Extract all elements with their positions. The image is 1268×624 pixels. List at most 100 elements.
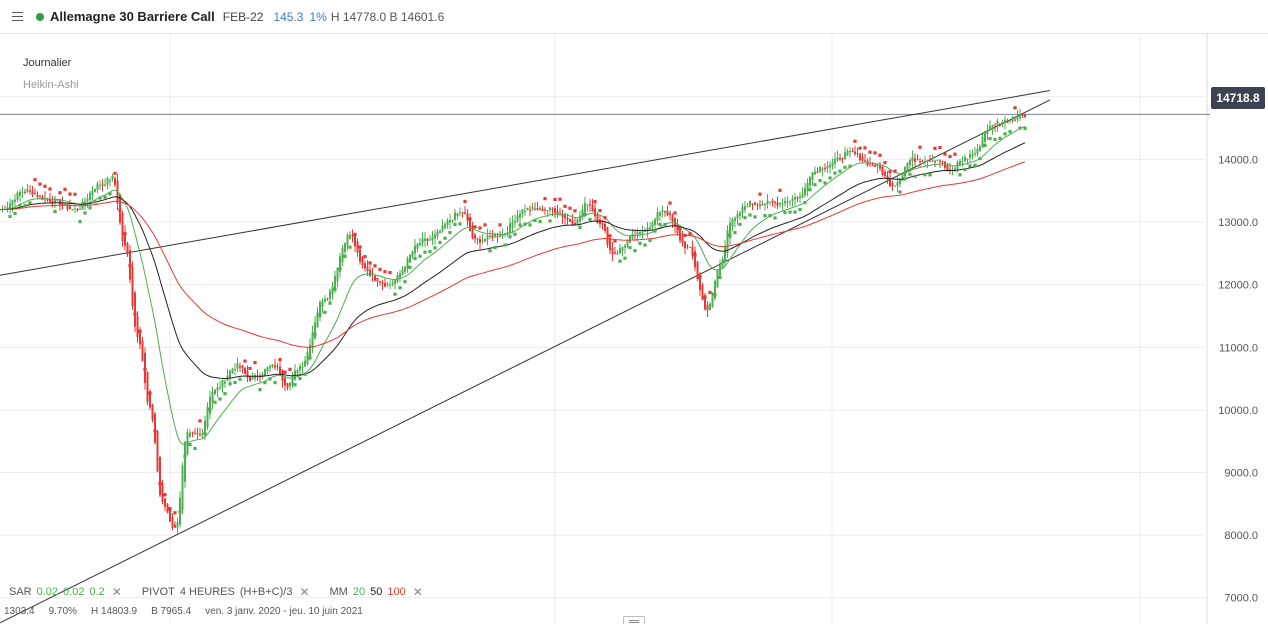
candle-body [121,213,124,242]
chart-period[interactable]: Journalier [23,57,72,69]
candle-body [859,153,861,161]
sar-label[interactable]: SAR [9,586,32,598]
candle-body [899,179,901,184]
candle-body [304,360,306,367]
sar-dot [598,209,602,213]
sar-dot [433,246,437,250]
candle-body [696,261,699,280]
sar-dot [573,209,577,213]
sar-dot [803,201,807,205]
sar-dot [718,275,722,279]
candle-body [106,177,109,185]
sar-dot [28,201,32,205]
candle-body [574,223,576,225]
candle-body [781,203,784,205]
candle-body [819,167,821,173]
sar-dot [913,174,917,179]
candle-body [879,165,881,169]
candle-body [159,457,161,496]
sar-dot [158,481,162,485]
menu-icon[interactable] [0,0,34,34]
sar-dot [113,171,117,175]
sar-dot [818,178,822,183]
sar-dot [883,160,887,165]
candle-body [739,212,741,216]
candle-body [496,235,499,237]
candle-body [969,154,971,158]
candle-body [199,433,201,435]
sar-dot [163,493,167,497]
price-change-percent: 1% [309,9,327,24]
sar-dot [908,172,912,176]
candle-body [196,433,199,435]
sar-dot [423,250,427,254]
sar-dot [128,264,132,268]
remove-pivot-icon[interactable]: ✕ [299,585,310,599]
sar-dot [903,177,907,181]
remove-mm-icon[interactable]: ✕ [412,585,423,599]
candle-body [354,235,356,247]
candle-body [791,198,794,201]
candle-body [689,246,691,248]
sar-dot [588,217,592,222]
candle-body [931,160,934,162]
candle-body [291,376,294,386]
candle-body [656,212,659,221]
candle-body [604,223,606,231]
candle-body [981,136,984,148]
chart-type[interactable]: Heikin-Ashi [23,79,79,91]
sar-dot [118,208,122,212]
sar-dot [473,225,477,229]
candle-body [756,204,759,206]
sar-dot [413,256,417,261]
candle-body [306,351,309,364]
candle-body [806,182,809,192]
candle-body [279,366,281,375]
candle-body [731,218,734,227]
mm-label[interactable]: MM [329,586,348,598]
sar-dot [963,167,967,172]
market-status-icon [36,12,44,21]
price-chart[interactable]: 15000.014000.013000.012000.011000.010000… [0,34,1268,624]
remove-sar-icon[interactable]: ✕ [111,585,122,599]
sar-dot [748,213,752,217]
sar-dot [833,171,837,175]
pivot-formula: (H+B+C)/3 [239,586,293,598]
candle-body [894,185,896,187]
sar-dot [468,217,472,221]
candle-body [1004,119,1006,123]
candle-body [586,205,589,207]
mm-param-1: 20 [352,586,366,598]
sar-dot [688,232,692,236]
sar-dot [563,204,567,208]
range-stats: 1303.4 9.70% H 14803.9 B 7965.4 ven. 3 j… [4,606,377,617]
candle-body [639,231,641,234]
candle-body [746,206,749,208]
instrument-name[interactable]: Allemagne 30 Barriere Call [50,9,215,24]
sar-dot [578,225,582,230]
candle-body [76,208,79,211]
candle-body [921,160,924,162]
range-low: B 7965.4 [151,606,192,617]
candle-body [974,153,976,155]
candle-body [626,240,629,247]
candle-body [709,303,711,310]
sar-dot [338,266,342,271]
sar-dot [533,218,537,223]
candle-body [276,365,279,367]
candle-body [936,159,939,162]
candle-body [286,383,289,388]
candle-body [966,158,969,160]
candle-body [941,160,944,162]
panel-resize-handle[interactable] [623,616,645,624]
candle-body [89,192,91,200]
chart-area[interactable]: 15000.014000.013000.012000.011000.010000… [0,34,1268,624]
candle-body [916,159,919,161]
candle-body [376,277,379,282]
sar-dot [278,358,282,362]
candle-body [386,284,389,286]
pivot-label[interactable]: PIVOT [141,586,175,598]
sar-dot [703,295,707,299]
sar-dot [43,184,47,188]
candle-body [606,227,609,246]
